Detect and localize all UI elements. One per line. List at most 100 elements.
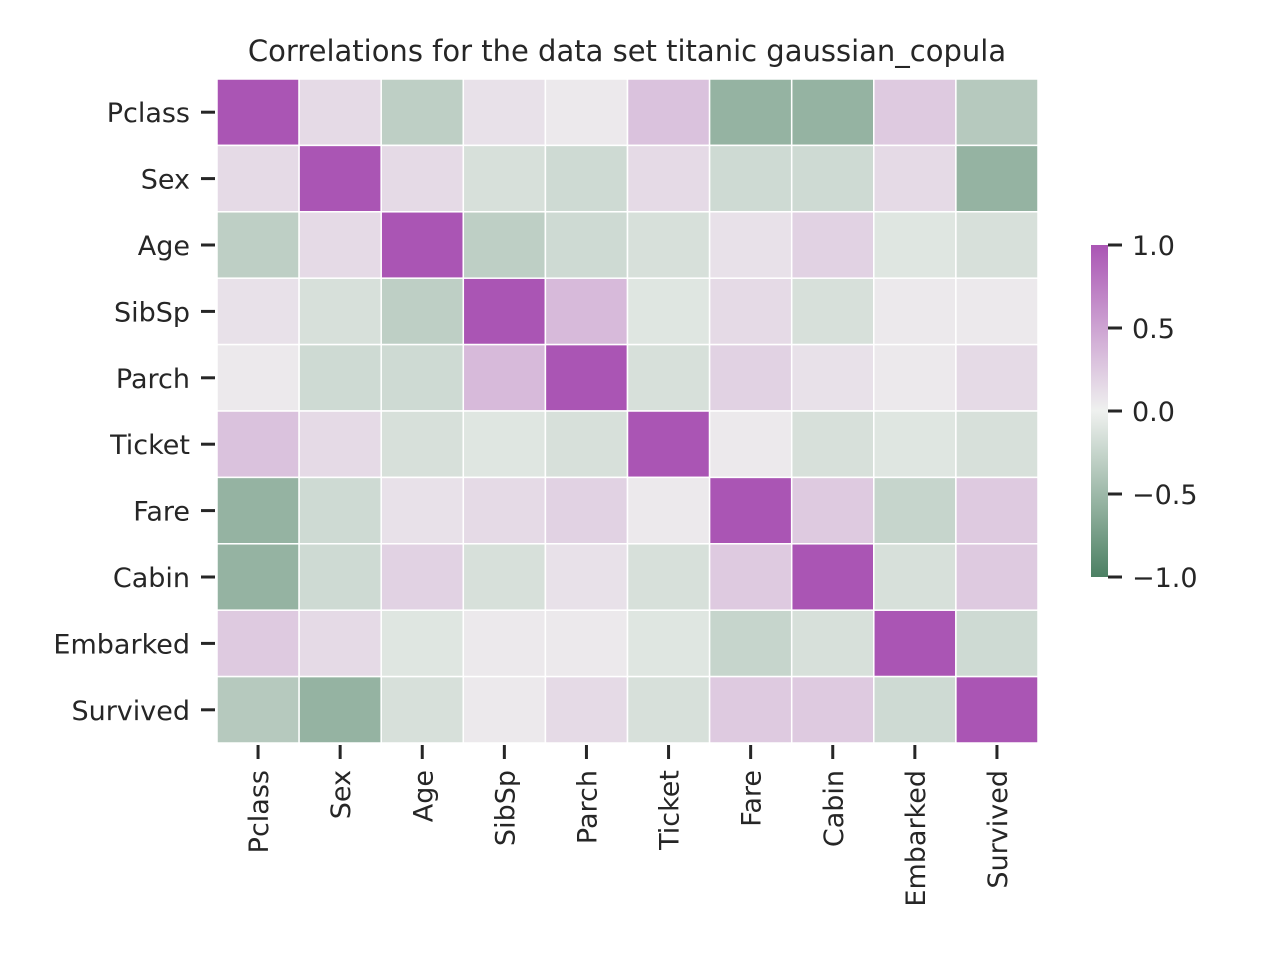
heatmap-cell-ticket-fare bbox=[708, 410, 793, 479]
heatmap-cell-sibsp-fare bbox=[708, 277, 793, 346]
heatmap-cell-embarked-age bbox=[380, 609, 465, 678]
heatmap-cell-age-cabin bbox=[790, 211, 875, 279]
heatmap-cell-parch-sex bbox=[298, 343, 382, 412]
heatmap-cell-ticket-survived bbox=[955, 410, 1039, 479]
heatmap-cell-survived-parch bbox=[544, 675, 629, 744]
heatmap-cell-sex-fare bbox=[708, 144, 793, 213]
heatmap-cell-parch-survived bbox=[955, 343, 1039, 412]
heatmap-cell-pclass-parch bbox=[544, 78, 629, 147]
heatmap-cell-cabin-fare bbox=[708, 543, 793, 611]
heatmap-cell-parch-ticket bbox=[626, 343, 711, 412]
y-tick-label: Pclass bbox=[107, 98, 190, 129]
heatmap-cell-age-age bbox=[380, 211, 465, 279]
heatmap-cell-sibsp-ticket bbox=[626, 277, 711, 346]
heatmap-cell-fare-age bbox=[380, 476, 465, 545]
heatmap-cell-sex-cabin bbox=[790, 144, 875, 213]
heatmap-cell-ticket-parch bbox=[544, 410, 629, 479]
heatmap-cell-sex-sex bbox=[298, 144, 382, 213]
colorbar-tick-label: −1.0 bbox=[1132, 563, 1198, 594]
heatmap-cell-embarked-sex bbox=[298, 609, 382, 678]
heatmap-cell-age-fare bbox=[708, 211, 793, 279]
colorbar-tick-label: 1.0 bbox=[1132, 231, 1175, 262]
heatmap-cell-pclass-sex bbox=[298, 78, 382, 147]
heatmap-cell-sibsp-sex bbox=[298, 277, 382, 346]
heatmap-cell-cabin-cabin bbox=[790, 543, 875, 611]
x-tick-label: Age bbox=[408, 770, 439, 822]
heatmap-cell-embarked-parch bbox=[544, 609, 629, 678]
x-tick-label: Parch bbox=[572, 770, 603, 844]
heatmap-cell-age-sex bbox=[298, 211, 382, 279]
x-tick-label: Embarked bbox=[901, 770, 932, 907]
heatmap-cell-pclass-sibsp bbox=[462, 78, 547, 147]
heatmap-cell-embarked-ticket bbox=[626, 609, 711, 678]
y-tick-label: Age bbox=[138, 231, 190, 262]
heatmap-cell-survived-sex bbox=[298, 675, 382, 744]
heatmap-cell-parch-embarked bbox=[873, 343, 957, 412]
heatmap-cell-sex-sibsp bbox=[462, 144, 547, 213]
heatmap-cell-age-sibsp bbox=[462, 211, 547, 279]
y-tick-label: Cabin bbox=[113, 563, 190, 594]
heatmap-cell-sibsp-cabin bbox=[790, 277, 875, 346]
heatmap-cell-sibsp-sibsp bbox=[462, 277, 547, 346]
heatmap-cell-sibsp-embarked bbox=[873, 277, 957, 346]
x-tick-label: Pclass bbox=[244, 770, 275, 853]
x-tick-label: Survived bbox=[983, 770, 1014, 889]
heatmap-cell-age-embarked bbox=[873, 211, 957, 279]
y-tick-label: Ticket bbox=[109, 430, 190, 461]
heatmap-cell-pclass-embarked bbox=[873, 78, 957, 147]
heatmap-cell-fare-ticket bbox=[626, 476, 711, 545]
heatmap-cell-sex-embarked bbox=[873, 144, 957, 213]
heatmap-cell-survived-cabin bbox=[790, 675, 875, 744]
heatmap-cell-parch-pclass bbox=[216, 343, 300, 412]
y-axis-ticks: Pclass Sex Age SibSp Parch Ticket Fare Cabin Emb… bbox=[53, 98, 215, 727]
heatmap-cell-sibsp-age bbox=[380, 277, 465, 346]
heatmap-cell-age-parch bbox=[544, 211, 629, 279]
heatmap-cell-cabin-sibsp bbox=[462, 543, 547, 611]
heatmap-cell-cabin-ticket bbox=[626, 543, 711, 611]
heatmap-cell-fare-sex bbox=[298, 476, 382, 545]
heatmap-cell-fare-cabin bbox=[790, 476, 875, 545]
heatmap-cell-survived-survived bbox=[955, 675, 1039, 744]
heatmap-cell-survived-pclass bbox=[216, 675, 300, 744]
heatmap-cell-sex-parch bbox=[544, 144, 629, 213]
x-tick-label: SibSp bbox=[490, 770, 521, 846]
heatmap-cell-sex-age bbox=[380, 144, 465, 213]
y-tick-label: Sex bbox=[141, 165, 190, 196]
heatmap-cell-fare-embarked bbox=[873, 476, 957, 545]
y-tick-label: Parch bbox=[116, 364, 190, 395]
heatmap-cell-age-ticket bbox=[626, 211, 711, 279]
heatmap-cell-embarked-survived bbox=[955, 609, 1039, 678]
heatmap-cell-ticket-embarked bbox=[873, 410, 957, 479]
y-tick-label: SibSp bbox=[114, 297, 190, 328]
heatmap-cell-embarked-fare bbox=[708, 609, 793, 678]
heatmap-cell-survived-age bbox=[380, 675, 465, 744]
heatmap-cell-age-survived bbox=[955, 211, 1039, 279]
heatmap-cell-fare-survived bbox=[955, 476, 1039, 545]
heatmap-cell-embarked-sibsp bbox=[462, 609, 547, 678]
heatmap-cell-survived-sibsp bbox=[462, 675, 547, 744]
heatmap-cell-embarked-pclass bbox=[216, 609, 300, 678]
heatmap-cell-embarked-embarked bbox=[873, 609, 957, 678]
heatmap-cells bbox=[216, 78, 1039, 744]
heatmap-cell-ticket-pclass bbox=[216, 410, 300, 479]
heatmap-cell-parch-cabin bbox=[790, 343, 875, 412]
chart-title: Correlations for the data set titanic ga… bbox=[248, 34, 1006, 68]
x-tick-label: Fare bbox=[737, 770, 768, 827]
x-tick-label: Sex bbox=[326, 770, 357, 819]
colorbar-tick-label: 0.0 bbox=[1132, 397, 1175, 428]
colorbar-tick-label: 0.5 bbox=[1132, 314, 1175, 345]
heatmap-cell-cabin-parch bbox=[544, 543, 629, 611]
x-axis-ticks: Pclass Sex Age SibSp Parch Ticket Fare Cabin Emb… bbox=[244, 745, 1014, 907]
y-tick-label: Embarked bbox=[53, 629, 190, 660]
heatmap-cell-pclass-age bbox=[380, 78, 465, 147]
heatmap-cell-parch-age bbox=[380, 343, 465, 412]
heatmap-cell-embarked-cabin bbox=[790, 609, 875, 678]
heatmap-cell-fare-fare bbox=[708, 476, 793, 545]
heatmap-cell-pclass-cabin bbox=[790, 78, 875, 147]
colorbar bbox=[1091, 245, 1108, 577]
heatmap-cell-pclass-ticket bbox=[626, 78, 711, 147]
heatmap-cell-survived-embarked bbox=[873, 675, 957, 744]
heatmap-cell-ticket-ticket bbox=[626, 410, 711, 479]
heatmap-cell-fare-pclass bbox=[216, 476, 300, 545]
